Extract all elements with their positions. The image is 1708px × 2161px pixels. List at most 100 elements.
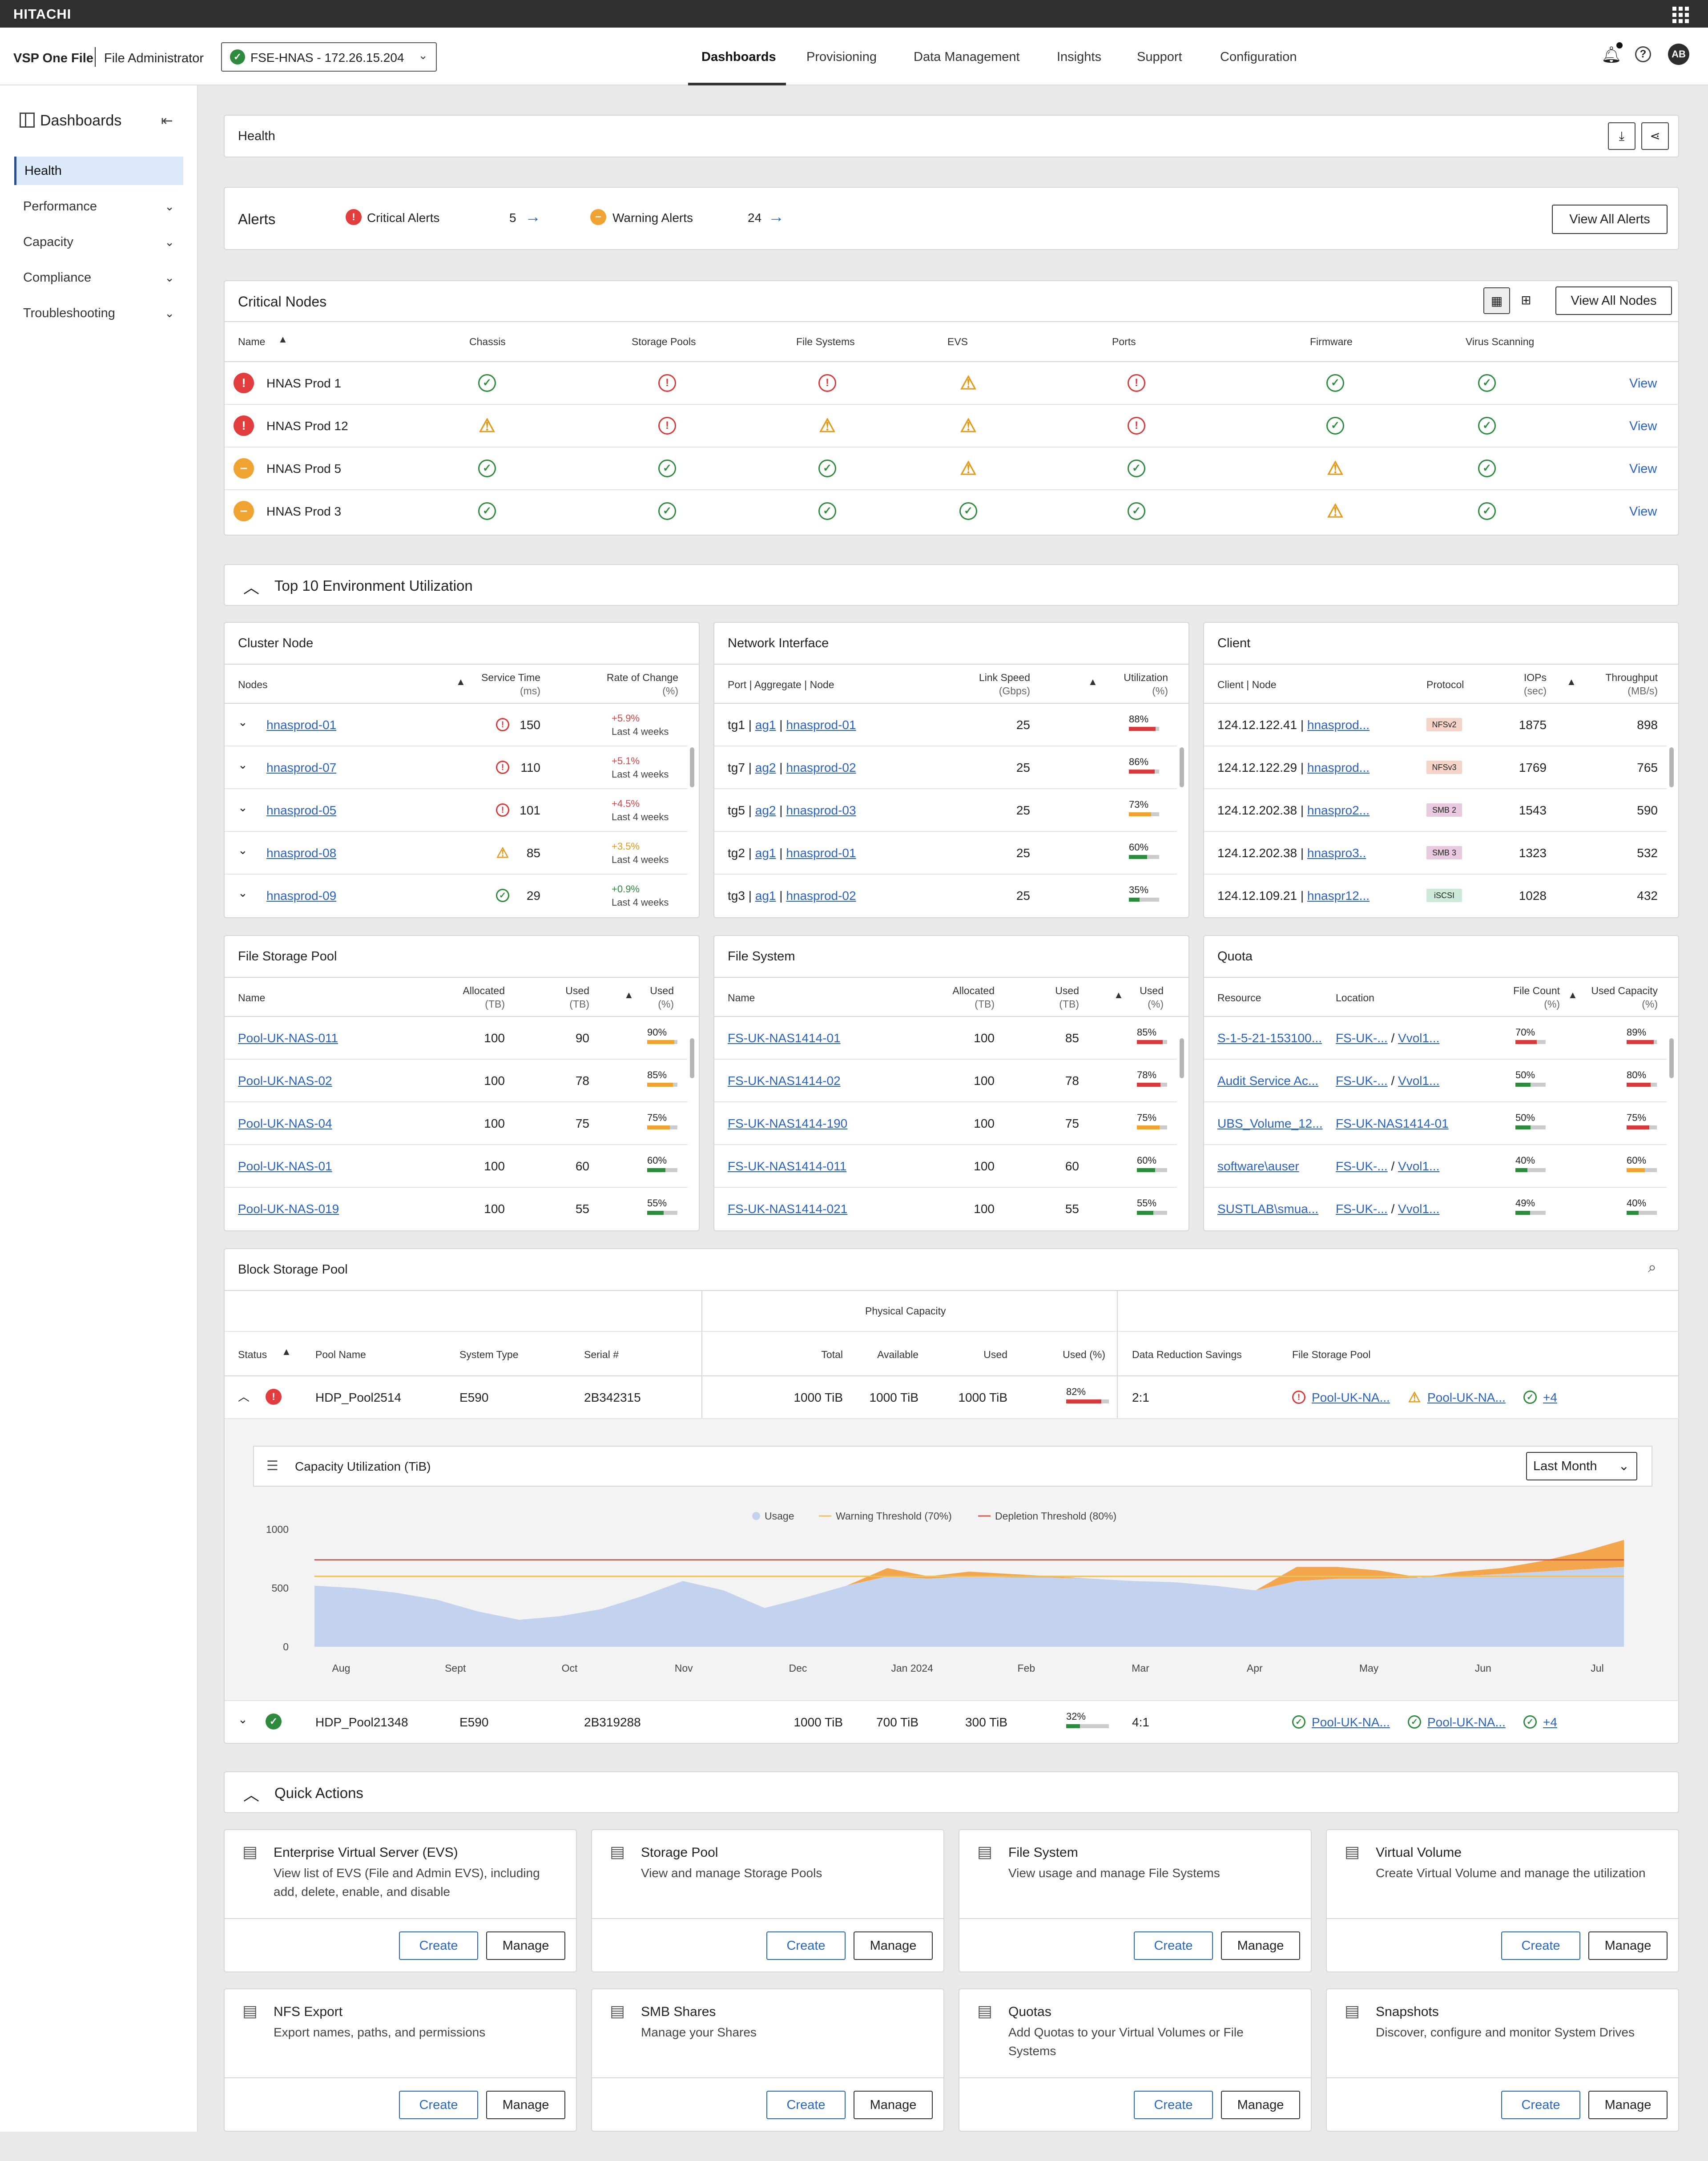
node-link[interactable]: hnasprod-02 — [786, 761, 856, 774]
manage-button[interactable]: Manage — [1588, 2091, 1668, 2119]
bell-icon[interactable]: 🔔︎ — [1601, 45, 1622, 64]
column-header-service-time[interactable]: Service Time — [481, 672, 540, 683]
column-header-name[interactable]: Name — [238, 992, 266, 1004]
table-row[interactable]: SUSTLAB\smua... FS-UK-... / Vvol1... 49% 40… — [1204, 1188, 1667, 1230]
sort-icon[interactable]: ▲ — [1568, 989, 1578, 1000]
column-header-name[interactable]: Name — [728, 992, 755, 1004]
manage-button[interactable]: Manage — [1221, 2091, 1300, 2119]
create-button[interactable]: Create — [1134, 1931, 1213, 1960]
node-link[interactable]: hnasprod-01 — [786, 846, 856, 860]
name-link[interactable]: Pool-UK-NAS-01 — [238, 1159, 332, 1173]
volume-link[interactable]: Vvol1... — [1398, 1202, 1440, 1216]
table-row[interactable]: – HNAS Prod 5 ✓ ✓ ✓ ⚠ ✓ ⚠ ✓ View — [225, 448, 1679, 490]
table-row[interactable]: 124.12.109.21 | hnaspr12... iSCSI 1028 432 — [1204, 875, 1667, 916]
column-header-used[interactable]: Used — [565, 985, 589, 996]
column-header-used-capacity[interactable]: Used Capacity — [1591, 985, 1658, 996]
column-header-firmware[interactable]: Firmware — [1310, 336, 1353, 347]
table-row[interactable]: ! HNAS Prod 12 ⚠! ⚠ ⚠! ✓ ✓ View — [225, 405, 1679, 448]
node-link[interactable]: hnasprod... — [1307, 761, 1370, 774]
filesystem-link[interactable]: FS-UK-NAS1414-01 — [1336, 1117, 1449, 1130]
view-link[interactable]: View — [1629, 419, 1657, 433]
view-all-alerts-button[interactable]: View All Alerts — [1552, 205, 1668, 234]
table-row[interactable]: 124.12.122.41 | hnasprod... NFSv2 1875 898 — [1204, 704, 1667, 746]
node-link[interactable]: hnasprod-08 — [266, 846, 337, 860]
table-row[interactable]: Pool-UK-NAS-04 100 75 75% — [225, 1102, 687, 1145]
download-icon[interactable]: ⤓ — [1608, 122, 1635, 150]
node-link[interactable]: hnasprod-09 — [266, 889, 337, 903]
column-header-rate-of-change[interactable]: Rate of Change — [606, 672, 678, 683]
help-icon[interactable]: ? — [1635, 46, 1651, 62]
column-header-file-storage-pool[interactable]: File Storage Pool — [1292, 1349, 1371, 1360]
sidebar-item-troubleshooting[interactable]: Troubleshooting ⌄ — [14, 299, 183, 327]
column-header-total[interactable]: Total — [821, 1349, 843, 1360]
table-row[interactable]: ⌄ hnasprod-01! 150 +5.9% Last 4 weeks — [225, 704, 687, 746]
file-storage-pool-link[interactable]: Pool-UK-NA... — [1312, 1391, 1390, 1404]
table-row[interactable]: Pool-UK-NAS-019 100 55 55% — [225, 1188, 687, 1230]
scrollbar[interactable] — [690, 747, 694, 787]
chevron-up-icon[interactable]: ︿ — [243, 578, 260, 597]
share-icon[interactable]: ⋖ — [1641, 122, 1669, 150]
table-row[interactable]: FS-UK-NAS1414-190 100 75 75% — [714, 1102, 1177, 1145]
column-header-file-count[interactable]: File Count — [1513, 985, 1560, 996]
filesystem-link[interactable]: FS-UK-... — [1336, 1074, 1388, 1088]
node-link[interactable]: hnasprod-07 — [266, 761, 337, 774]
table-row[interactable]: FS-UK-NAS1414-02 100 78 78% — [714, 1060, 1177, 1102]
table-view-icon[interactable]: ▦ — [1483, 287, 1510, 314]
scrollbar[interactable] — [690, 1038, 694, 1078]
manage-button[interactable]: Manage — [1221, 1931, 1300, 1960]
table-row[interactable]: Pool-UK-NAS-01 100 60 60% — [225, 1145, 687, 1188]
node-link[interactable]: hnaspro3.. — [1307, 846, 1366, 860]
aggregate-link[interactable]: ag1 — [755, 846, 776, 860]
arrow-right-icon[interactable]: → — [525, 207, 541, 226]
table-row[interactable]: tg7 | ag2 | hnasprod-02 25 86% — [714, 746, 1177, 789]
table-row[interactable]: ⌄ hnasprod-09 ✓ 29 +0.9% Last 4 weeks — [225, 875, 687, 916]
table-row[interactable]: tg1 | ag1 | hnasprod-01 25 88% — [714, 704, 1177, 746]
table-row[interactable]: tg3 | ag1 | hnasprod-02 25 35% — [714, 875, 1177, 916]
arrow-right-icon[interactable]: → — [768, 207, 784, 226]
table-row[interactable]: ! HNAS Prod 1 ✓!! ⚠! ✓ ✓ View — [225, 362, 1679, 405]
view-link[interactable]: View — [1629, 504, 1657, 519]
aggregate-link[interactable]: ag1 — [755, 889, 776, 903]
column-header-virus-scanning[interactable]: Virus Scanning — [1466, 336, 1535, 347]
name-link[interactable]: FS-UK-NAS1414-01 — [728, 1031, 841, 1045]
collapse-sidebar-icon[interactable]: ⇤ — [161, 113, 173, 129]
table-row[interactable]: ⌄ hnasprod-05! 101 +4.5% Last 4 weeks — [225, 789, 687, 832]
file-storage-pool-link[interactable]: Pool-UK-NA... — [1427, 1391, 1506, 1404]
table-row[interactable]: FS-UK-NAS1414-011 100 60 60% — [714, 1145, 1177, 1188]
column-header-ports[interactable]: Ports — [1112, 336, 1136, 347]
aggregate-link[interactable]: ag2 — [755, 803, 776, 817]
column-header-throughput[interactable]: Throughput — [1605, 672, 1658, 683]
chevron-down-icon[interactable]: ⌄ — [238, 801, 248, 814]
table-row[interactable]: ⌄ hnasprod-07! 110 +5.1% Last 4 weeks — [225, 746, 687, 789]
column-header-protocol[interactable]: Protocol — [1426, 679, 1464, 690]
table-row[interactable]: FS-UK-NAS1414-021 100 55 55% — [714, 1188, 1177, 1230]
sort-icon[interactable]: ▲ — [278, 334, 288, 345]
node-link[interactable]: hnaspro2... — [1307, 803, 1370, 817]
create-button[interactable]: Create — [766, 2091, 846, 2119]
column-header-used-pct[interactable]: Used — [650, 985, 674, 996]
manage-button[interactable]: Manage — [1588, 1931, 1668, 1960]
resource-link[interactable]: Audit Service Ac... — [1217, 1074, 1319, 1088]
node-link[interactable]: hnasprod-02 — [786, 889, 856, 903]
name-link[interactable]: Pool-UK-NAS-019 — [238, 1202, 339, 1216]
node-link[interactable]: hnasprod... — [1307, 718, 1370, 732]
create-button[interactable]: Create — [766, 1931, 846, 1960]
create-button[interactable]: Create — [1501, 1931, 1580, 1960]
tab-provisioning[interactable]: Provisioning — [806, 50, 877, 64]
column-header-system-type[interactable]: System Type — [459, 1349, 519, 1360]
create-button[interactable]: Create — [399, 1931, 478, 1960]
column-header-client[interactable]: Client | Node — [1217, 679, 1277, 690]
column-header-port[interactable]: Port | Aggregate | Node — [728, 679, 834, 690]
table-row[interactable]: UBS_Volume_12... FS-UK-NAS1414-01 50% 75% — [1204, 1102, 1667, 1145]
table-row[interactable]: ⌄ ✓ HDP_Pool21348 E590 2B319288 1000 TiB 700 T… — [225, 1701, 1678, 1743]
chevron-down-icon[interactable]: ⌄ — [238, 886, 248, 899]
volume-link[interactable]: Vvol1... — [1398, 1159, 1440, 1173]
name-link[interactable]: FS-UK-NAS1414-190 — [728, 1117, 848, 1130]
node-link[interactable]: hnasprod-03 — [786, 803, 856, 817]
create-button[interactable]: Create — [1134, 2091, 1213, 2119]
filesystem-link[interactable]: FS-UK-... — [1336, 1159, 1388, 1173]
column-header-nodes[interactable]: Nodes — [238, 679, 268, 690]
node-link[interactable]: hnasprod-01 — [786, 718, 856, 732]
view-link[interactable]: View — [1629, 462, 1657, 476]
aggregate-link[interactable]: ag1 — [755, 718, 776, 732]
